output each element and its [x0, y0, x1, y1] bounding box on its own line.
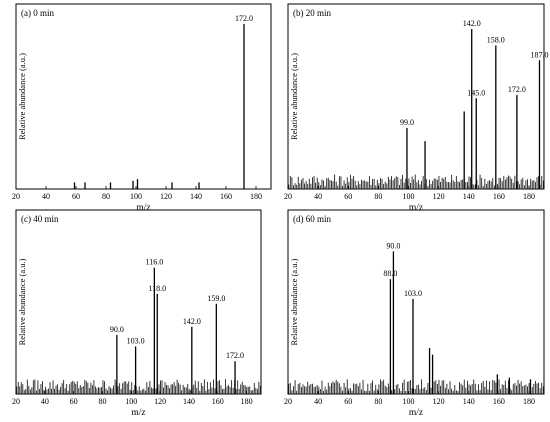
x-tick-label: 80 [374, 397, 382, 406]
y-axis-label: Relative abundance (a.u.) [17, 53, 27, 140]
panel-title: (c) 40 min [21, 214, 59, 224]
x-tick-label: 140 [463, 192, 475, 201]
peak-label: 172.0 [235, 14, 253, 23]
panel-title: (d) 60 min [293, 214, 331, 224]
x-tick-label: 180 [523, 397, 535, 406]
plot-frame [287, 209, 545, 395]
x-tick-label: 140 [183, 397, 195, 406]
peak-label: 99.0 [400, 118, 414, 127]
noise-peaks [16, 379, 261, 394]
x-tick-label: 20 [284, 192, 292, 201]
x-tick-label: 80 [98, 397, 106, 406]
spectrum-panel-3: 88.0 90.0 103.0 20 40 60 80 100 120 140 160 180 m/z R… [284, 209, 545, 418]
x-tick-label: 180 [241, 397, 253, 406]
x-tick-label: 160 [220, 192, 232, 201]
peak-label: 90.0 [386, 241, 400, 250]
peak-label: 187.0 [530, 50, 548, 59]
x-tick-label: 120 [154, 397, 166, 406]
peak-label: 116.0 [146, 258, 164, 267]
spectrum-panel-1: 99.0 142.0 145.0 158.0 172.0 187.0 20 40 60 80 100… [284, 3, 548, 213]
x-tick-label: 100 [402, 397, 414, 406]
peak-label: 145.0 [467, 88, 485, 97]
x-axis-label: m/z [131, 408, 145, 418]
x-tick-label: 160 [212, 397, 224, 406]
peak-label: 118.0 [148, 284, 166, 293]
x-axis-label: m/z [409, 408, 423, 418]
spectrum-panel-0: 172.0 20 40 60 80 100 120 140 160 180 m/z Relative … [12, 3, 272, 213]
x-tick-label: 20 [12, 397, 20, 406]
noise-peaks [288, 174, 544, 189]
x-tick-label: 40 [41, 397, 49, 406]
peak-label: 159.0 [207, 294, 225, 303]
x-tick-label: 80 [102, 192, 110, 201]
peak-label: 88.0 [383, 269, 397, 278]
x-tick-label: 180 [250, 192, 262, 201]
y-axis-label: Relative abundance (a.u.) [289, 53, 299, 140]
peak-label: 103.0 [127, 336, 145, 345]
x-tick-label: 120 [433, 192, 445, 201]
noise-peaks [288, 379, 544, 394]
x-tick-label: 160 [493, 397, 505, 406]
x-tick-label: 60 [344, 397, 352, 406]
plot-frame [15, 3, 272, 190]
peak-label: 142.0 [463, 19, 481, 28]
x-tick-label: 20 [284, 397, 292, 406]
x-tick-label: 120 [433, 397, 445, 406]
peak-label: 90.0 [110, 325, 124, 334]
y-axis-label: Relative abundance (a.u.) [17, 258, 27, 345]
panel-title: (b) 20 min [293, 8, 331, 18]
x-tick-label: 60 [70, 397, 78, 406]
x-tick-label: 160 [493, 192, 505, 201]
peak-label: 142.0 [183, 317, 201, 326]
plot-frame [15, 209, 262, 395]
y-axis-label: Relative abundance (a.u.) [289, 258, 299, 345]
x-tick-label: 140 [463, 397, 475, 406]
x-tick-label: 180 [523, 192, 535, 201]
panel-title: (a) 0 min [21, 8, 54, 18]
peak-label: 158.0 [487, 35, 505, 44]
x-tick-label: 100 [402, 192, 414, 201]
peak-label: 172.0 [508, 85, 526, 94]
x-tick-label: 20 [12, 192, 20, 201]
x-tick-label: 60 [72, 192, 80, 201]
x-tick-label: 120 [160, 192, 172, 201]
x-tick-label: 40 [314, 397, 322, 406]
peak-label: 172.0 [226, 351, 244, 360]
x-tick-label: 40 [42, 192, 50, 201]
x-tick-label: 80 [374, 192, 382, 201]
plot-frame [287, 3, 545, 190]
x-tick-label: 140 [190, 192, 202, 201]
x-tick-label: 100 [130, 192, 142, 201]
x-tick-label: 60 [344, 192, 352, 201]
x-axis-label: m/z [409, 203, 423, 213]
x-axis-label: m/z [136, 203, 150, 213]
x-tick-label: 100 [125, 397, 137, 406]
peak-label: 103.0 [404, 289, 422, 298]
x-tick-label: 40 [314, 192, 322, 201]
